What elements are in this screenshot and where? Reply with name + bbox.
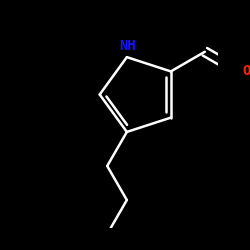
Text: NH: NH — [120, 39, 136, 53]
Text: O: O — [243, 64, 250, 78]
